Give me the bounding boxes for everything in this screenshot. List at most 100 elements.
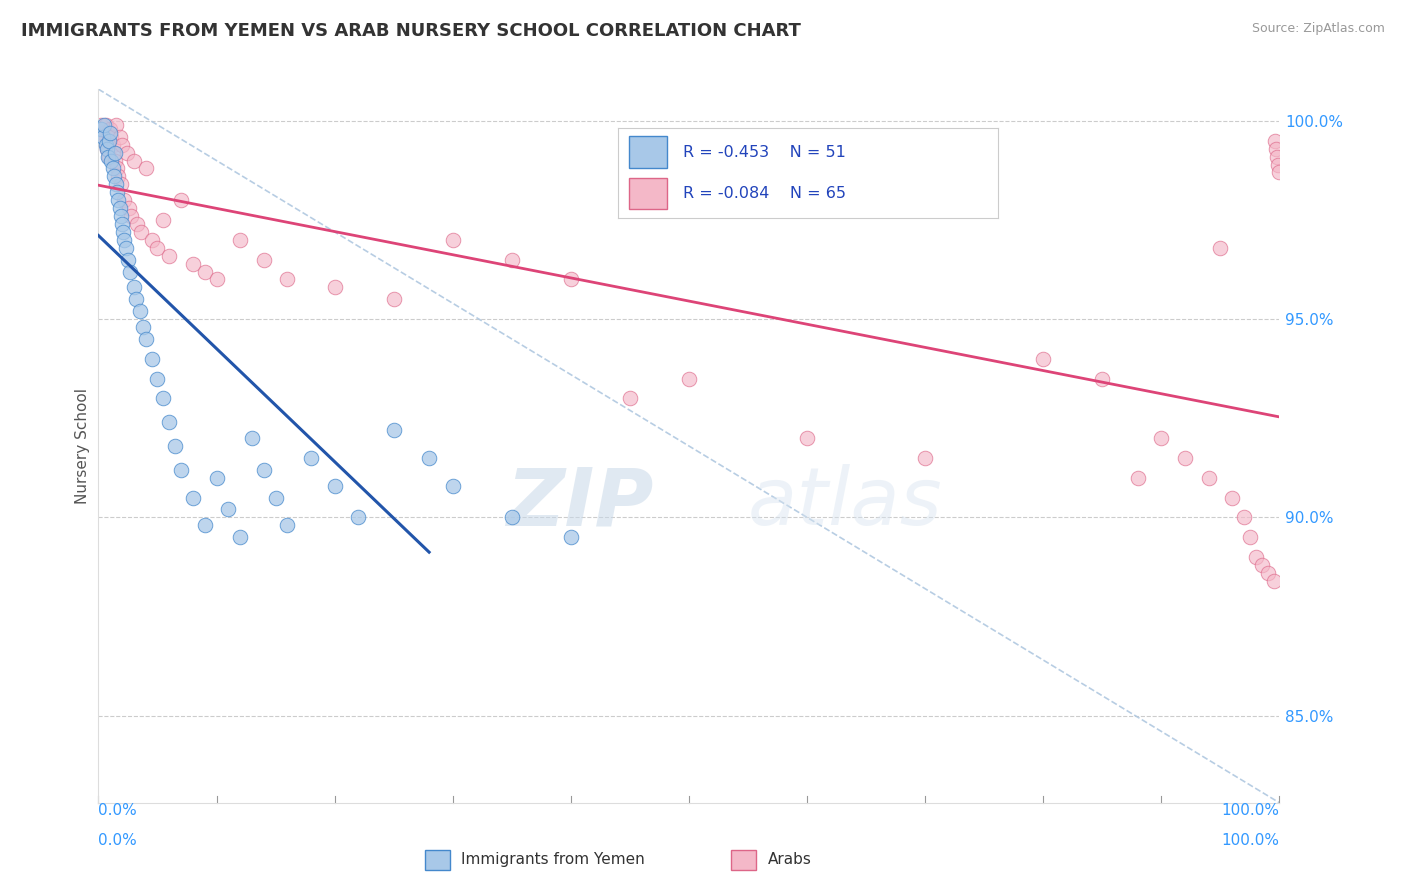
Point (98, 126, 121, 140)
Point (181, 257, 204, 271)
Point (501, 252, 523, 267)
Point (441, 233, 464, 247)
Point (108, 201, 131, 215)
Point (112, 225, 135, 239)
Point (114, 241, 136, 255)
Text: 0.0%: 0.0% (98, 833, 138, 848)
Point (1250, 558, 1272, 572)
Point (105, 186, 128, 200)
Point (111, 217, 134, 231)
Point (276, 272, 298, 286)
Text: R = -0.084    N = 65: R = -0.084 N = 65 (683, 186, 845, 201)
Point (93, 134, 115, 148)
Point (91, 126, 114, 140)
Point (205, 471, 228, 485)
Text: R = -0.453    N = 51: R = -0.453 N = 51 (683, 145, 845, 160)
Point (125, 293, 148, 307)
Point (90, 121, 112, 136)
Point (1233, 510, 1256, 524)
Point (347, 510, 370, 524)
Y-axis label: Nursery School: Nursery School (75, 388, 90, 504)
Point (93, 118, 115, 132)
Point (501, 510, 523, 524)
Point (1174, 450, 1197, 465)
Point (122, 153, 145, 168)
Point (135, 332, 157, 346)
Point (240, 431, 263, 445)
Point (127, 217, 149, 231)
Point (121, 209, 143, 223)
Point (98, 134, 121, 148)
Point (264, 491, 287, 505)
Text: Arabs: Arabs (768, 853, 811, 867)
Point (132, 320, 155, 334)
Point (1150, 431, 1173, 445)
Point (104, 145, 127, 160)
Point (205, 272, 228, 286)
Point (122, 280, 145, 294)
Point (1257, 566, 1279, 580)
Point (90, 118, 112, 132)
Point (165, 439, 187, 453)
Point (253, 252, 276, 267)
Point (135, 161, 157, 176)
Point (1209, 241, 1232, 255)
Point (118, 201, 141, 215)
Text: Immigrants from Yemen: Immigrants from Yemen (461, 853, 645, 867)
Point (170, 193, 193, 207)
Point (152, 392, 174, 406)
Point (111, 137, 134, 152)
Point (276, 518, 298, 533)
Bar (630, 136, 668, 168)
Point (100, 153, 122, 168)
Point (112, 193, 135, 207)
Point (914, 450, 936, 465)
Point (1198, 471, 1220, 485)
Point (194, 518, 217, 533)
Point (146, 371, 169, 385)
Point (141, 351, 163, 366)
Text: 100.0%: 100.0% (1222, 803, 1279, 818)
Point (170, 463, 193, 477)
Point (560, 530, 582, 544)
Point (1220, 491, 1243, 505)
Point (217, 502, 239, 516)
Point (129, 225, 152, 239)
Point (94, 137, 117, 152)
Point (560, 272, 582, 286)
Text: 0.0%: 0.0% (98, 803, 138, 818)
Point (105, 178, 128, 192)
Point (157, 415, 180, 429)
Text: IMMIGRANTS FROM YEMEN VS ARAB NURSERY SCHOOL CORRELATION CHART: IMMIGRANTS FROM YEMEN VS ARAB NURSERY SC… (21, 22, 801, 40)
Point (1264, 142, 1286, 156)
Point (1126, 471, 1149, 485)
Point (194, 264, 217, 278)
Bar (630, 178, 668, 209)
Point (103, 169, 125, 184)
Point (678, 371, 700, 385)
Point (418, 450, 440, 465)
Point (112, 233, 135, 247)
Point (91, 129, 114, 144)
Point (619, 392, 641, 406)
Point (253, 463, 276, 477)
Point (152, 213, 174, 227)
Point (97, 126, 120, 140)
Point (96, 142, 118, 156)
Point (101, 161, 124, 176)
Point (229, 233, 252, 247)
Point (141, 233, 163, 247)
Point (107, 169, 129, 184)
Point (382, 423, 405, 437)
Point (299, 450, 322, 465)
Point (1244, 549, 1267, 564)
Point (1265, 150, 1288, 164)
Point (229, 530, 252, 544)
Text: ZIP: ZIP (506, 464, 654, 542)
Point (101, 137, 124, 152)
Point (104, 153, 127, 168)
Point (110, 178, 132, 192)
Point (97, 150, 120, 164)
Point (1267, 157, 1289, 171)
Point (105, 118, 128, 132)
